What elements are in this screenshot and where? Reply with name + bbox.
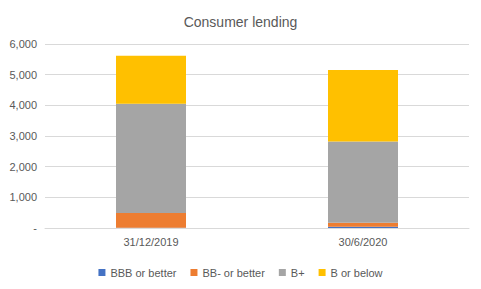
svg-text:BBB or better: BBB or better [110, 267, 176, 279]
svg-text:6,000: 6,000 [9, 38, 37, 50]
svg-text:5,000: 5,000 [9, 69, 37, 81]
svg-text:-: - [33, 222, 37, 234]
svg-text:B+: B+ [291, 267, 305, 279]
svg-text:3,000: 3,000 [9, 130, 37, 142]
svg-text:B or below: B or below [331, 267, 383, 279]
svg-text:BB- or better: BB- or better [202, 267, 265, 279]
svg-text:30/6/2020: 30/6/2020 [339, 236, 388, 248]
svg-text:4,000: 4,000 [9, 99, 37, 111]
svg-text:Consumer lending: Consumer lending [184, 14, 298, 30]
svg-text:31/12/2019: 31/12/2019 [123, 236, 178, 248]
svg-text:2,000: 2,000 [9, 161, 37, 173]
svg-text:1,000: 1,000 [9, 191, 37, 203]
